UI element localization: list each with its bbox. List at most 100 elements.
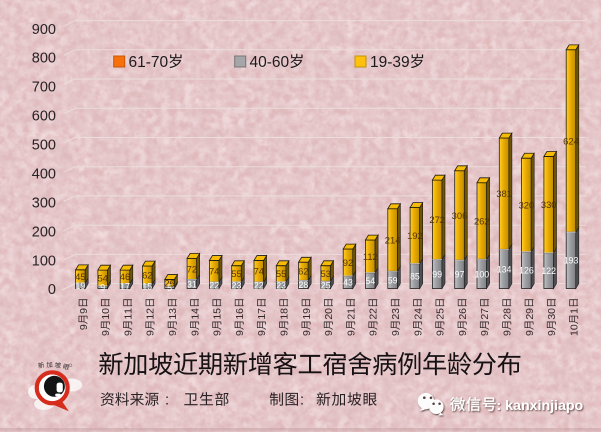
- svg-text:17: 17: [120, 281, 130, 291]
- svg-text:9: 9: [435, 330, 447, 336]
- svg-text:600: 600: [32, 109, 56, 125]
- svg-text:9: 9: [301, 308, 313, 314]
- svg-text:1: 1: [145, 314, 157, 320]
- svg-text:46: 46: [120, 271, 130, 282]
- svg-text:500: 500: [32, 138, 56, 154]
- svg-text:9: 9: [301, 330, 313, 336]
- svg-text:2: 2: [524, 314, 536, 320]
- svg-text:9: 9: [479, 330, 491, 336]
- svg-text:22: 22: [254, 281, 264, 291]
- svg-text:900: 900: [32, 22, 56, 38]
- svg-text:2: 2: [390, 314, 402, 320]
- svg-text:54: 54: [365, 276, 375, 286]
- svg-text:1: 1: [212, 314, 224, 320]
- svg-text:15: 15: [142, 282, 152, 292]
- svg-text:8: 8: [279, 308, 291, 314]
- svg-text:9: 9: [524, 308, 536, 314]
- svg-text:2: 2: [345, 314, 357, 320]
- svg-text:100: 100: [474, 269, 489, 279]
- svg-text:55: 55: [276, 268, 286, 279]
- svg-text:92: 92: [343, 257, 353, 268]
- svg-text:61-70: 61-70: [129, 54, 169, 71]
- svg-text:45: 45: [75, 271, 85, 282]
- svg-text:9: 9: [167, 330, 179, 336]
- svg-text:3: 3: [546, 314, 558, 320]
- svg-text:62: 62: [142, 269, 152, 280]
- svg-text:9: 9: [189, 330, 201, 336]
- svg-text:272: 272: [429, 214, 445, 225]
- svg-text:320: 320: [519, 199, 535, 210]
- svg-text:0: 0: [100, 308, 112, 314]
- svg-text:1: 1: [167, 314, 179, 320]
- svg-text:2: 2: [479, 314, 491, 320]
- svg-text:2: 2: [502, 314, 514, 320]
- svg-text:9: 9: [279, 330, 291, 336]
- svg-text:1: 1: [100, 314, 112, 320]
- svg-text:9: 9: [234, 330, 246, 336]
- svg-text:9: 9: [412, 330, 424, 336]
- svg-text:300: 300: [32, 195, 56, 211]
- svg-text:28: 28: [299, 280, 309, 290]
- svg-text:6: 6: [457, 308, 469, 314]
- svg-text:40-60: 40-60: [250, 54, 290, 71]
- svg-text:99: 99: [432, 269, 442, 279]
- svg-text:1: 1: [279, 314, 291, 320]
- svg-text:9: 9: [256, 330, 268, 336]
- svg-text:0: 0: [568, 324, 580, 330]
- svg-text:122: 122: [541, 266, 556, 276]
- svg-text:9: 9: [323, 330, 335, 336]
- svg-text:59: 59: [388, 275, 398, 285]
- svg-text:19: 19: [76, 281, 86, 291]
- svg-text:800: 800: [32, 51, 56, 67]
- svg-text:624: 624: [563, 135, 579, 146]
- svg-text:19-39: 19-39: [370, 54, 410, 71]
- svg-text:1: 1: [234, 314, 246, 320]
- svg-text:9: 9: [145, 330, 157, 336]
- svg-text:1: 1: [345, 308, 357, 314]
- svg-text:85: 85: [410, 271, 420, 281]
- svg-text::: :: [300, 393, 304, 409]
- svg-text:2: 2: [457, 314, 469, 320]
- svg-text:53: 53: [320, 268, 330, 279]
- svg-text:1: 1: [122, 308, 134, 314]
- svg-text:400: 400: [32, 167, 56, 183]
- svg-text:2: 2: [323, 314, 335, 320]
- svg-text:9: 9: [457, 330, 469, 336]
- svg-text:2: 2: [412, 314, 424, 320]
- svg-text:26: 26: [164, 278, 174, 289]
- svg-text:262: 262: [474, 215, 490, 226]
- svg-text:5: 5: [167, 283, 172, 293]
- svg-text:0: 0: [546, 308, 558, 314]
- svg-text:74: 74: [209, 266, 219, 277]
- svg-text:9: 9: [502, 330, 514, 336]
- svg-text:134: 134: [497, 264, 512, 274]
- svg-text:2: 2: [368, 308, 380, 314]
- svg-text:74: 74: [254, 266, 264, 277]
- svg-text:126: 126: [519, 265, 534, 275]
- svg-text:5: 5: [212, 308, 224, 314]
- svg-text:9: 9: [100, 283, 105, 293]
- svg-text:1: 1: [301, 314, 313, 320]
- svg-text:8: 8: [502, 308, 514, 314]
- svg-text:54: 54: [97, 272, 107, 283]
- svg-text:31: 31: [187, 279, 197, 289]
- svg-text:0: 0: [48, 282, 56, 298]
- svg-text:214: 214: [385, 234, 401, 245]
- svg-text:4: 4: [412, 308, 424, 314]
- svg-text:97: 97: [455, 270, 465, 280]
- svg-text:: kanxinjiapo: : kanxinjiapo: [497, 398, 584, 414]
- svg-text:23: 23: [232, 281, 242, 291]
- svg-text:72: 72: [187, 263, 197, 274]
- svg-text:9: 9: [78, 324, 90, 330]
- svg-text:1: 1: [568, 308, 580, 314]
- svg-text:9: 9: [78, 308, 90, 314]
- svg-text::: :: [165, 393, 169, 409]
- svg-text:9: 9: [390, 330, 402, 336]
- svg-text:62: 62: [298, 266, 308, 277]
- svg-text:2: 2: [435, 314, 447, 320]
- svg-text:22: 22: [209, 281, 219, 291]
- svg-text:700: 700: [32, 80, 56, 96]
- svg-text:1: 1: [189, 314, 201, 320]
- svg-text:306: 306: [452, 210, 468, 221]
- svg-text:1: 1: [568, 330, 580, 336]
